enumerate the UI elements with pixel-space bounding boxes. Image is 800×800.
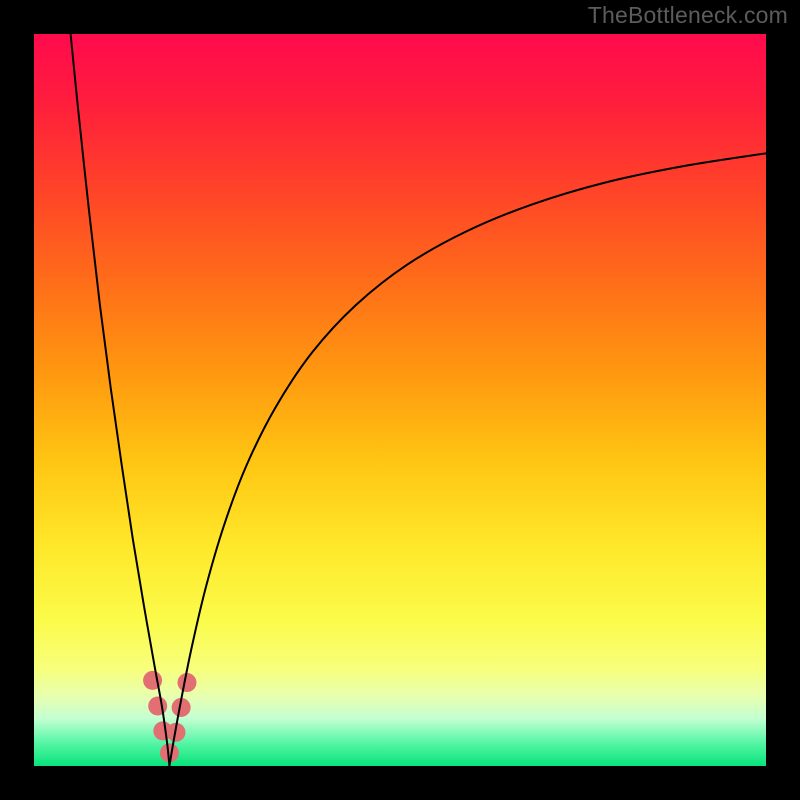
valley-marker [148,696,167,715]
bottleneck-curve-chart [34,34,766,766]
plot-area [34,34,766,766]
valley-marker [177,673,196,692]
gradient-background [34,34,766,766]
chart-frame: TheBottleneck.com [0,0,800,800]
watermark-text: TheBottleneck.com [588,2,788,29]
